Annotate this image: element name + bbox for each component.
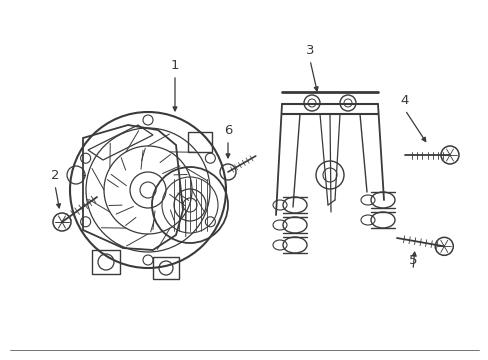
Text: 5: 5 — [408, 254, 416, 267]
Text: 1: 1 — [170, 59, 179, 72]
Text: 2: 2 — [51, 169, 59, 182]
Text: 6: 6 — [224, 124, 232, 137]
Text: 4: 4 — [400, 94, 408, 107]
Text: 3: 3 — [305, 44, 314, 57]
